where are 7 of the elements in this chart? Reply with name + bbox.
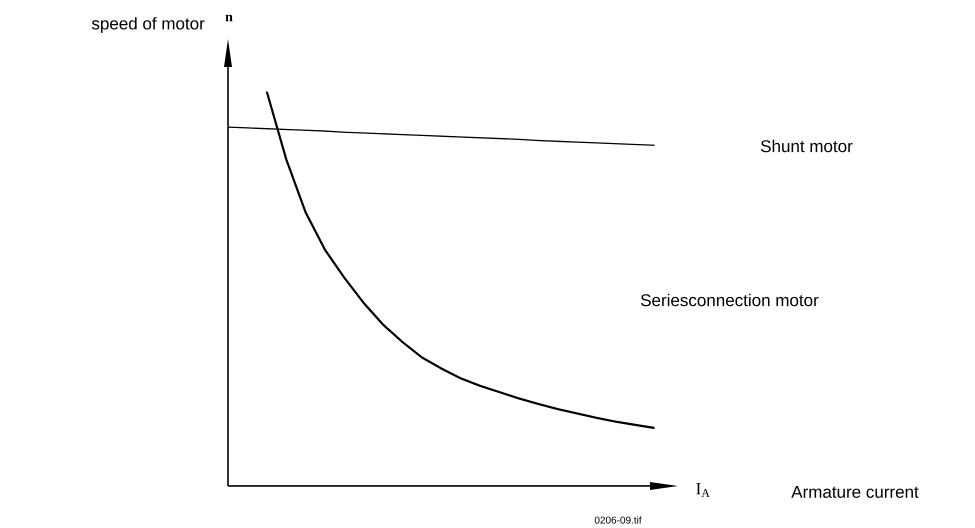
y-axis-title: speed of motor — [92, 17, 204, 33]
text: I$_{A}$ — [696, 483, 710, 497]
text: Seriesconnection motor — [640, 294, 818, 306]
text: 0206-09.tif — [594, 516, 642, 524]
text: Armature current — [791, 486, 919, 498]
text: n — [225, 14, 233, 22]
text: Shunt motor — [760, 140, 852, 152]
